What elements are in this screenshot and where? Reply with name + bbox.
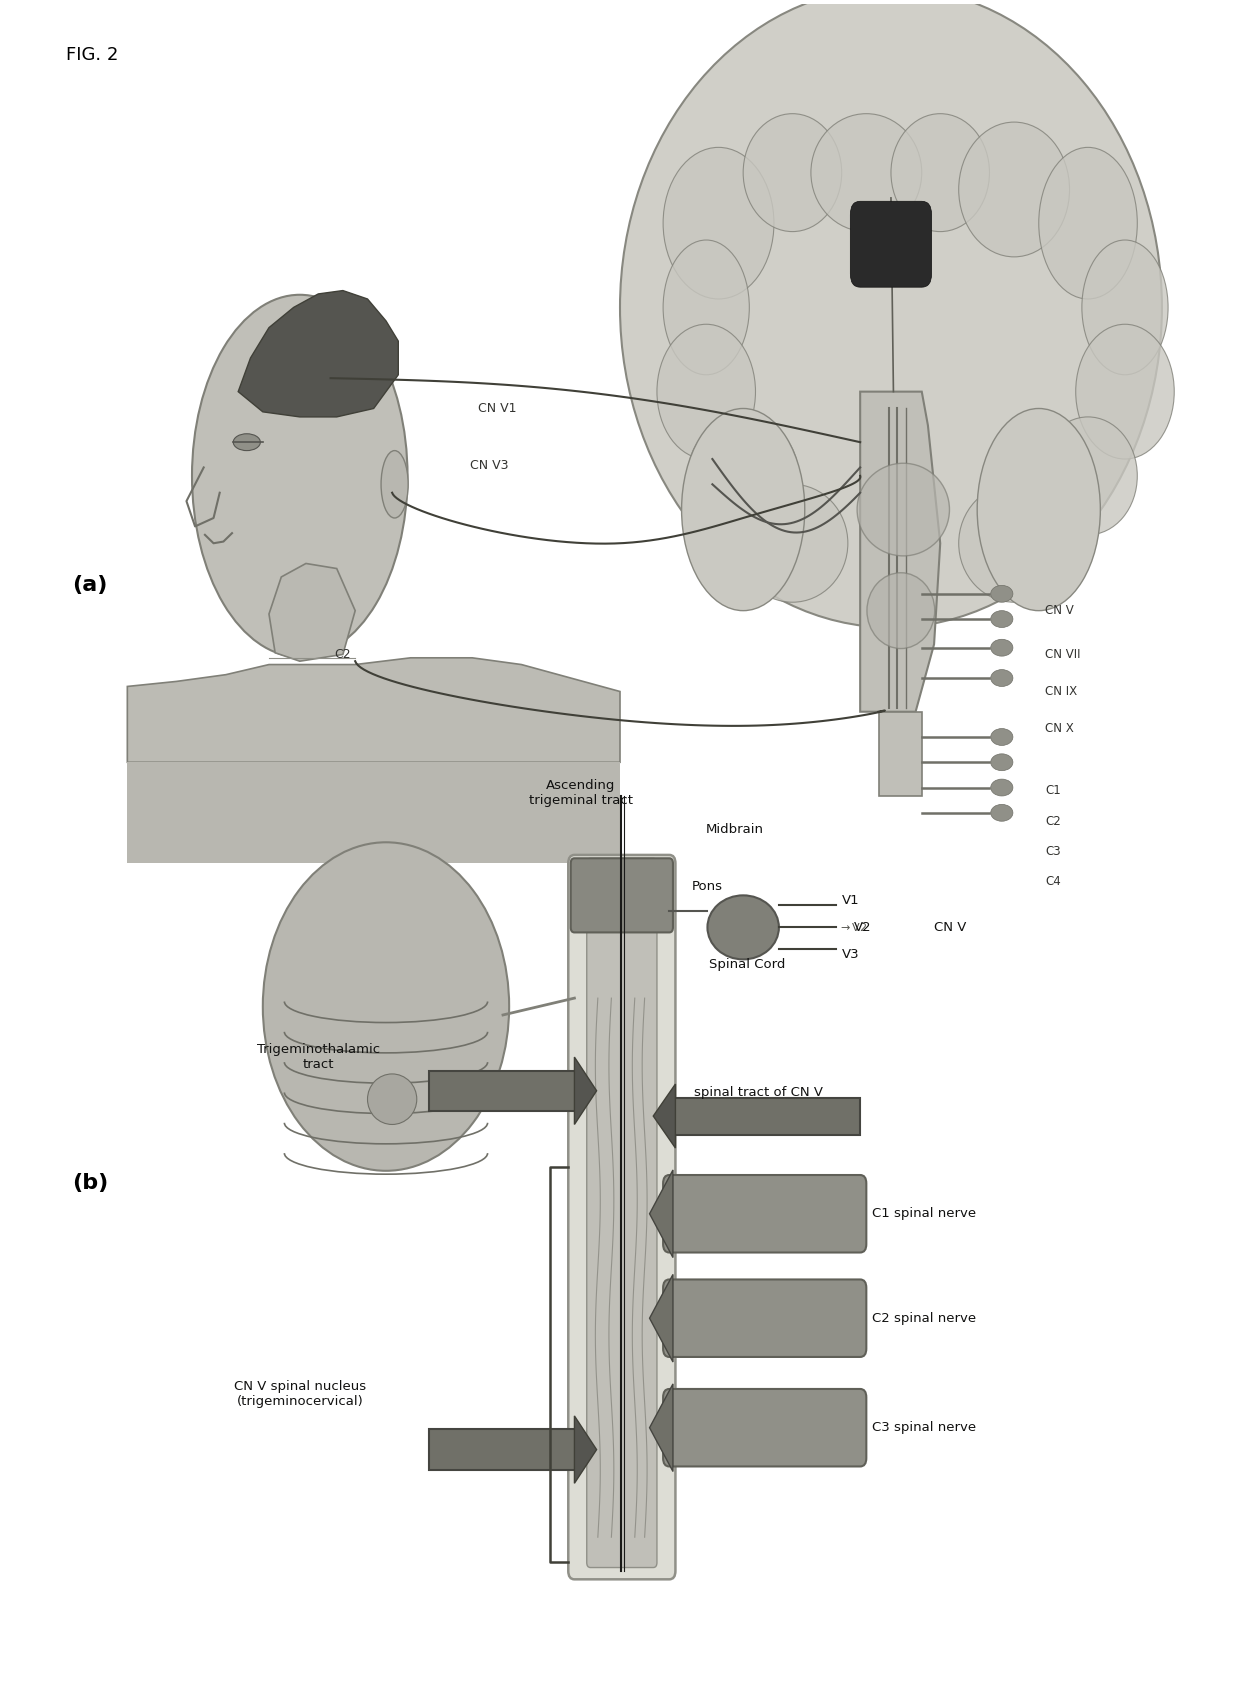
Ellipse shape [991, 753, 1013, 770]
Text: C1: C1 [1045, 784, 1060, 797]
Ellipse shape [867, 572, 935, 648]
Ellipse shape [991, 804, 1013, 821]
Ellipse shape [743, 113, 842, 232]
Polygon shape [650, 1383, 673, 1471]
Ellipse shape [688, 416, 799, 535]
Text: CN V spinal nucleus
(trigeminocervical): CN V spinal nucleus (trigeminocervical) [233, 1380, 366, 1409]
Ellipse shape [991, 586, 1013, 603]
Polygon shape [861, 391, 940, 711]
Ellipse shape [991, 728, 1013, 745]
Text: C3: C3 [1045, 845, 1060, 858]
Text: CN X: CN X [1045, 723, 1074, 735]
Text: $\rightarrow$V2: $\rightarrow$V2 [838, 921, 867, 933]
Text: C3 spinal nerve: C3 spinal nerve [873, 1420, 977, 1434]
Polygon shape [653, 1084, 676, 1148]
Ellipse shape [991, 611, 1013, 628]
FancyBboxPatch shape [429, 1070, 580, 1111]
Ellipse shape [1076, 325, 1174, 459]
Ellipse shape [233, 433, 260, 450]
Ellipse shape [381, 450, 408, 518]
Polygon shape [650, 1275, 673, 1361]
Text: CN VII: CN VII [1045, 648, 1080, 660]
Ellipse shape [1081, 240, 1168, 374]
FancyBboxPatch shape [663, 1280, 867, 1358]
Ellipse shape [367, 1073, 417, 1124]
Ellipse shape [857, 464, 950, 555]
Text: V1: V1 [842, 894, 859, 907]
FancyBboxPatch shape [851, 201, 931, 288]
Ellipse shape [1039, 416, 1137, 535]
Polygon shape [879, 711, 921, 796]
FancyBboxPatch shape [568, 855, 676, 1580]
Text: Midbrain: Midbrain [707, 823, 764, 836]
Ellipse shape [657, 325, 755, 459]
Text: spinal tract of CN V: spinal tract of CN V [694, 1085, 823, 1099]
Text: C2 spinal nerve: C2 spinal nerve [873, 1312, 977, 1324]
Text: (a): (a) [72, 576, 108, 596]
Text: C1 spinal nerve: C1 spinal nerve [873, 1207, 977, 1221]
Ellipse shape [192, 295, 408, 657]
Ellipse shape [959, 122, 1070, 257]
FancyBboxPatch shape [429, 1429, 580, 1470]
Ellipse shape [959, 484, 1070, 603]
Ellipse shape [682, 408, 805, 611]
Polygon shape [128, 762, 620, 863]
FancyBboxPatch shape [570, 858, 673, 933]
Ellipse shape [737, 484, 848, 603]
FancyBboxPatch shape [587, 858, 657, 1568]
Ellipse shape [663, 147, 774, 300]
Text: CN V: CN V [934, 921, 966, 935]
Ellipse shape [991, 640, 1013, 657]
Text: C2: C2 [335, 648, 351, 660]
FancyBboxPatch shape [663, 1175, 867, 1253]
Polygon shape [128, 659, 620, 762]
Ellipse shape [977, 408, 1100, 611]
Polygon shape [574, 1415, 596, 1483]
Text: Spinal Cord: Spinal Cord [709, 958, 785, 970]
FancyBboxPatch shape [663, 1388, 867, 1466]
Polygon shape [238, 291, 398, 416]
Text: Trigeminothalamic
tract: Trigeminothalamic tract [257, 1043, 379, 1072]
Text: (b): (b) [72, 1173, 108, 1194]
Text: CN IX: CN IX [1045, 686, 1078, 698]
Ellipse shape [991, 779, 1013, 796]
Polygon shape [650, 1170, 673, 1258]
Text: CN V3: CN V3 [470, 459, 508, 472]
FancyBboxPatch shape [670, 1097, 861, 1134]
Text: C2: C2 [1045, 814, 1060, 828]
Text: CN V1: CN V1 [479, 401, 517, 415]
Ellipse shape [663, 240, 749, 374]
Text: V3: V3 [842, 948, 859, 962]
Text: FIG. 2: FIG. 2 [66, 46, 118, 64]
Ellipse shape [1039, 147, 1137, 300]
Ellipse shape [708, 896, 779, 960]
Text: Pons: Pons [692, 880, 723, 894]
Text: V2: V2 [854, 921, 872, 935]
Polygon shape [269, 564, 355, 662]
Text: C4: C4 [1045, 875, 1060, 889]
Ellipse shape [991, 670, 1013, 686]
Text: CN V: CN V [1045, 604, 1074, 618]
Text: Ascending
trigeminal tract: Ascending trigeminal tract [528, 779, 632, 808]
Ellipse shape [811, 113, 921, 232]
Ellipse shape [263, 843, 510, 1172]
Ellipse shape [892, 113, 990, 232]
Polygon shape [574, 1056, 596, 1124]
Ellipse shape [620, 0, 1162, 628]
